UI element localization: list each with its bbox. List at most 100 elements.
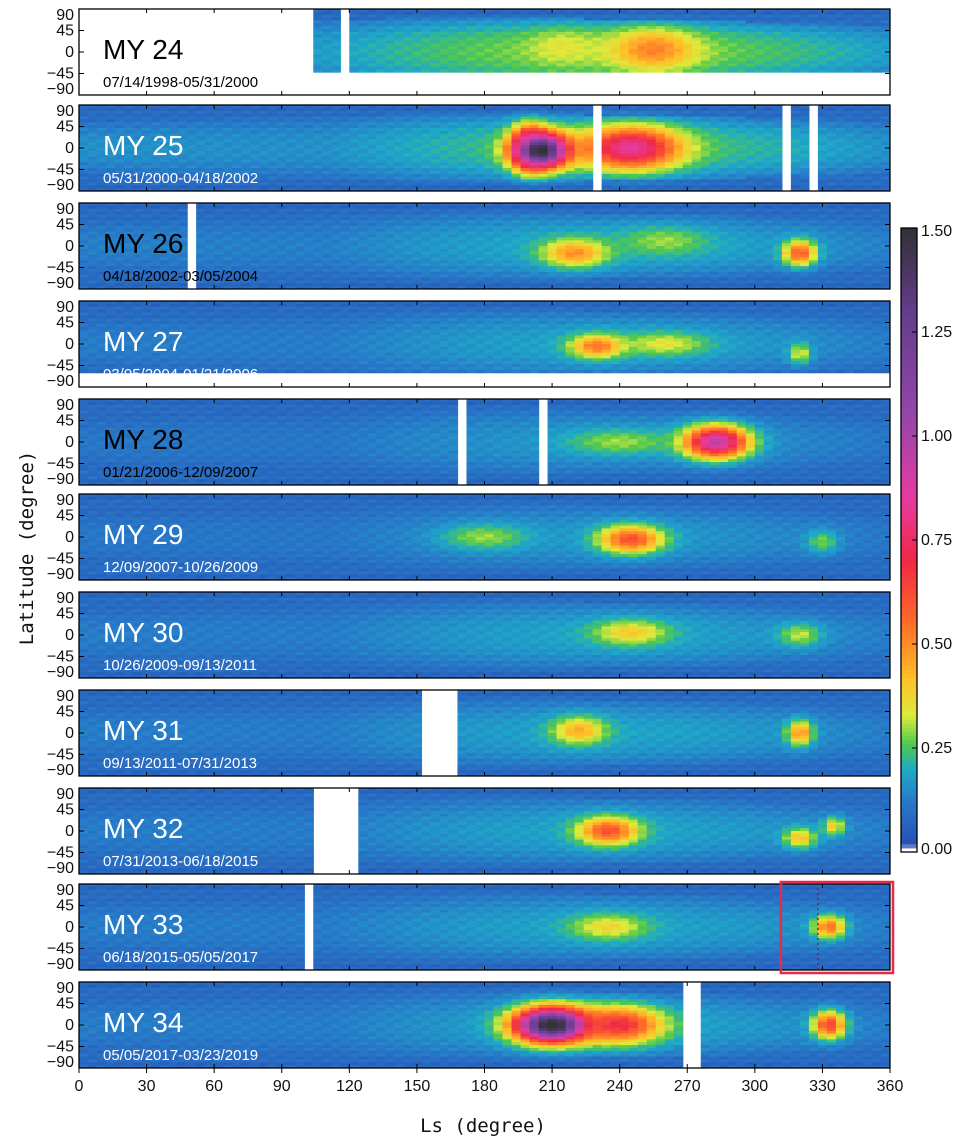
heatmap-cell — [241, 205, 251, 210]
heatmap-cell — [682, 176, 693, 181]
heatmap-cell — [205, 179, 215, 183]
heatmap-cell — [709, 60, 720, 65]
heatmap-cell — [808, 26, 819, 30]
heatmap-cell — [115, 203, 125, 207]
heatmap-cell — [862, 63, 873, 67]
heatmap-cell — [655, 116, 666, 120]
heatmap-cell — [790, 168, 801, 172]
heatmap-cell — [511, 57, 522, 62]
heatmap-cell — [322, 159, 332, 163]
heatmap-cell — [412, 54, 423, 59]
heatmap-cell — [466, 11, 477, 16]
heatmap-cell — [790, 119, 801, 123]
heatmap-cell — [745, 23, 756, 27]
heatmap-cell — [259, 125, 269, 129]
heatmap-cell — [844, 49, 855, 53]
heatmap-cell — [556, 116, 567, 120]
heatmap-cell — [286, 211, 296, 216]
heatmap-cell — [133, 122, 143, 126]
heatmap-cell — [412, 63, 423, 67]
heatmap-cell — [79, 176, 89, 181]
heatmap-cell — [637, 188, 648, 191]
heatmap-cell — [457, 34, 468, 39]
heatmap-cell — [349, 205, 359, 210]
heatmap-cell — [169, 243, 179, 247]
heatmap-cell — [754, 156, 765, 161]
heatmap-cell — [709, 119, 720, 123]
heatmap-cell — [691, 26, 702, 30]
heatmap-cell — [574, 107, 585, 112]
heatmap-cell — [286, 248, 296, 253]
heatmap-cell — [628, 52, 639, 56]
heatmap-cell — [322, 113, 332, 118]
heatmap-cell — [475, 153, 486, 158]
heatmap-cell — [313, 211, 323, 216]
heatmap-cell — [727, 23, 738, 27]
heatmap-cell — [385, 188, 395, 191]
heatmap-cell — [196, 153, 206, 158]
heatmap-cell — [79, 130, 89, 135]
heatmap-cell — [475, 188, 486, 191]
heatmap-cell — [871, 130, 882, 135]
heatmap-cell — [115, 173, 125, 178]
heatmap-cell — [196, 168, 206, 172]
heatmap-cell — [385, 46, 395, 50]
heatmap-cell — [142, 263, 152, 267]
heatmap-cell — [250, 231, 260, 236]
heatmap-cell — [736, 116, 747, 120]
heatmap-cell — [466, 170, 477, 175]
heatmap-cell — [115, 182, 125, 186]
heatmap-cell — [457, 136, 468, 140]
heatmap-cell — [106, 220, 116, 224]
heatmap-cell — [97, 268, 107, 273]
heatmap-cell — [214, 185, 224, 189]
heatmap-cell — [817, 52, 828, 56]
heatmap-cell — [619, 34, 630, 39]
heatmap-cell — [430, 145, 441, 149]
heatmap-cell — [214, 217, 224, 221]
heatmap-cell — [322, 148, 332, 152]
heatmap-cell — [664, 168, 675, 172]
heatmap-cell — [817, 17, 828, 22]
heatmap-cell — [160, 110, 170, 115]
heatmap-cell — [763, 46, 774, 50]
heatmap-cell — [709, 150, 720, 155]
heatmap-cell — [358, 188, 368, 191]
heatmap-cell — [655, 179, 666, 183]
heatmap-cell — [745, 63, 756, 67]
heatmap-cell — [304, 246, 314, 250]
heatmap-cell — [250, 280, 260, 284]
heatmap-cell — [367, 11, 377, 16]
heatmap-cell — [268, 170, 278, 175]
heatmap-cell — [142, 130, 152, 135]
heatmap-cell — [880, 26, 890, 30]
heatmap-cell — [304, 237, 314, 241]
heatmap-cell — [241, 110, 251, 115]
heatmap-cell — [376, 125, 386, 129]
heatmap-cell — [115, 188, 125, 191]
heatmap-cell — [241, 271, 251, 276]
heatmap-cell — [673, 150, 684, 155]
heatmap-cell — [124, 162, 134, 166]
heatmap-cell — [196, 179, 206, 183]
heatmap-cell — [124, 105, 134, 109]
heatmap-cell — [313, 69, 323, 73]
heatmap-cell — [169, 150, 179, 155]
heatmap-cell — [754, 11, 765, 16]
heatmap-cell — [835, 170, 846, 175]
heatmap-cell — [394, 173, 404, 178]
heatmap-cell — [772, 185, 783, 189]
heatmap-cell — [403, 43, 414, 47]
heatmap-cell — [880, 40, 890, 44]
heatmap-cell — [790, 188, 801, 191]
heatmap-cell — [286, 257, 296, 261]
heatmap-cell — [169, 263, 179, 267]
heatmap-cell — [376, 182, 386, 186]
heatmap-cell — [754, 162, 765, 166]
heatmap-cell — [826, 136, 837, 140]
heatmap-cell — [304, 257, 314, 261]
heatmap-cell — [97, 145, 107, 149]
heatmap-cell — [385, 113, 395, 118]
heatmap-cell — [529, 49, 540, 53]
